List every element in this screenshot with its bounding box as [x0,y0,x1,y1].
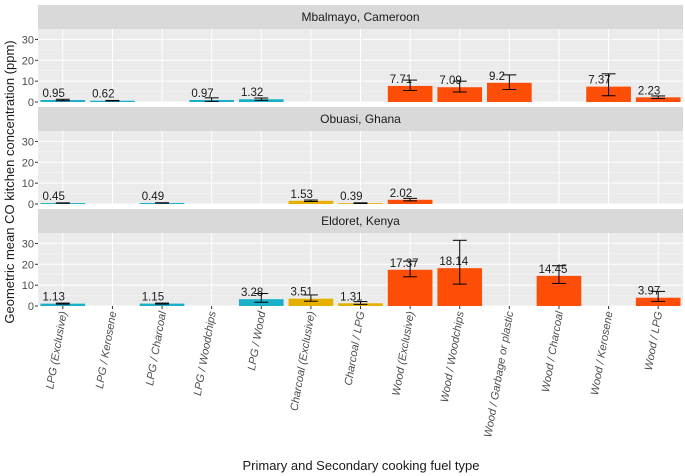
facet-strip [38,107,683,131]
y-tick-label: 20 [22,259,34,271]
data-label: 1.31 [340,291,362,303]
y-tick-label: 10 [22,280,34,292]
y-tick-label: 10 [22,178,34,190]
data-label: 0.62 [92,89,114,101]
bar [139,303,185,306]
bar [288,200,334,204]
data-label: 2.23 [638,85,660,97]
facet-panel: Eldoret, Kenya 0 10 20 30 1.13 1.15 3.28 3.51 1.3… [22,209,683,313]
x-tick-label: LPG / Wood [246,310,268,372]
facet-strip [38,209,683,233]
data-label: 3.97 [638,286,660,298]
x-tick-label: Wood / Kerosene [589,310,616,396]
facet-panel: Obuasi, Ghana 0 10 20 30 0.45 0.49 1.53 0.39 2.02 [22,107,683,211]
x-tick-label: LPG / Kerosene [94,310,119,389]
x-tick-label: LPG / Woodchips [192,310,219,397]
data-label: 7.71 [390,74,412,86]
data-label: 3.28 [241,287,263,299]
data-label: 0.95 [42,88,64,100]
bar [40,303,86,306]
x-tick-label: LPG (Exclusive) [44,310,70,390]
data-label: 14.45 [539,264,568,276]
data-label: 7.09 [439,75,461,87]
data-label: 2.02 [390,188,412,200]
data-label: 1.53 [291,189,313,201]
x-tick-label: Wood / LPG [643,310,665,372]
data-label: 0.49 [142,191,164,203]
y-tick-label: 30 [22,34,34,46]
bar [437,87,483,102]
x-tick-label: Charcoal (Exclusive) [289,310,318,412]
data-label: 0.45 [42,191,64,203]
facet-strip-title: Eldoret, Kenya [321,214,400,228]
data-label: 0.97 [191,88,213,100]
y-tick-label: 10 [22,76,34,88]
y-tick-label: 0 [28,97,34,109]
bar [387,85,433,102]
data-label: 18.14 [439,256,468,268]
x-tick-label: Wood / Charcoal [540,310,566,393]
data-label: 1.15 [142,292,164,304]
x-tick-label: LPG / Charcoal [144,310,169,387]
data-label: 3.51 [291,287,313,299]
x-axis-title: Primary and Secondary cooking fuel type [242,458,479,473]
bar [387,199,433,204]
data-label: 17.37 [390,258,419,270]
x-tick-label: Wood / Garbage or plastic [482,310,516,438]
data-label: 9.2 [489,71,505,83]
facet-strip-title: Obuasi, Ghana [320,112,401,126]
y-tick-label: 30 [22,136,34,148]
bar [487,82,532,102]
y-tick-label: 30 [22,238,34,250]
bar [288,298,334,306]
x-tick-label: Wood (Exclusive) [390,310,417,397]
facet-panel: Mbalmayo, Cameroon 0 10 20 30 0.95 0.62 0.97 1.3… [22,5,683,109]
data-label: 0.39 [340,191,362,203]
data-label: 7.37 [588,75,610,87]
bar [635,97,681,102]
y-axis-title: Geometric mean CO kitchen concentration … [2,40,17,323]
y-tick-label: 0 [28,199,34,211]
data-label: 1.32 [241,87,263,99]
x-tick-label: Charcoal / LPG [343,310,368,387]
y-tick-label: 20 [22,55,34,67]
data-label: 1.13 [42,292,64,304]
facet-strip [38,5,683,29]
y-tick-label: 20 [22,157,34,169]
facet-strip-title: Mbalmayo, Cameroon [301,10,419,24]
x-tick-label: Wood / Woodchips [439,310,467,403]
y-tick-label: 0 [28,301,34,313]
